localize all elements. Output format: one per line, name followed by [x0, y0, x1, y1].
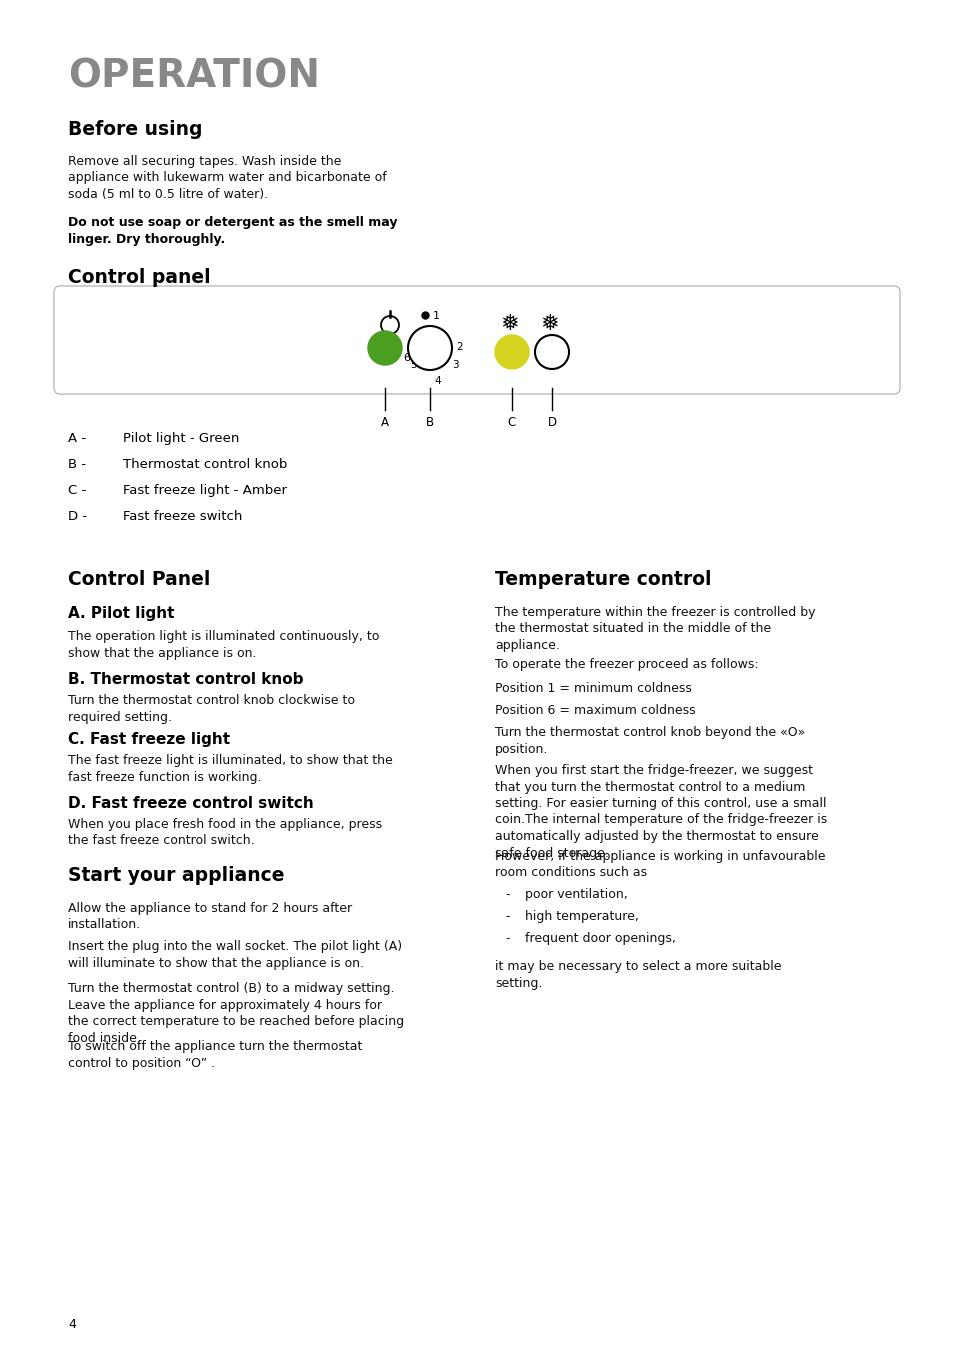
Text: frequent door openings,: frequent door openings,: [524, 932, 675, 944]
Text: 2: 2: [456, 342, 462, 353]
Text: poor ventilation,: poor ventilation,: [524, 888, 627, 901]
Text: -: -: [504, 932, 509, 944]
Text: Remove all securing tapes. Wash inside the
appliance with lukewarm water and bic: Remove all securing tapes. Wash inside t…: [68, 155, 386, 201]
Text: Allow the appliance to stand for 2 hours after
installation.: Allow the appliance to stand for 2 hours…: [68, 902, 352, 931]
Text: Fast freeze switch: Fast freeze switch: [123, 509, 242, 523]
Text: Control Panel: Control Panel: [68, 570, 211, 589]
Text: The fast freeze light is illuminated, to show that the
fast freeze function is w: The fast freeze light is illuminated, to…: [68, 754, 393, 784]
Text: D. Fast freeze control switch: D. Fast freeze control switch: [68, 796, 314, 811]
Text: ❅: ❅: [540, 313, 558, 334]
Text: Turn the thermostat control knob beyond the «O»
position.: Turn the thermostat control knob beyond …: [495, 725, 804, 755]
Text: B -: B -: [68, 458, 86, 471]
Text: Pilot light - Green: Pilot light - Green: [123, 432, 239, 444]
Text: Position 1 = minimum coldness: Position 1 = minimum coldness: [495, 682, 691, 694]
Text: 6: 6: [402, 353, 410, 363]
Text: ❅: ❅: [500, 313, 518, 334]
Text: However, if the appliance is working in unfavourable
room conditions such as: However, if the appliance is working in …: [495, 850, 824, 880]
Text: Temperature control: Temperature control: [495, 570, 711, 589]
Text: A -: A -: [68, 432, 86, 444]
Text: To operate the freezer proceed as follows:: To operate the freezer proceed as follow…: [495, 658, 758, 671]
Text: B. Thermostat control knob: B. Thermostat control knob: [68, 671, 303, 688]
Text: Before using: Before using: [68, 120, 202, 139]
Circle shape: [495, 335, 529, 369]
Text: C: C: [507, 416, 516, 430]
Text: Position 6 = maximum coldness: Position 6 = maximum coldness: [495, 704, 695, 717]
Text: OPERATION: OPERATION: [68, 58, 319, 96]
Text: 4: 4: [68, 1319, 76, 1331]
Text: A: A: [380, 416, 389, 430]
Text: D -: D -: [68, 509, 87, 523]
Text: Turn the thermostat control knob clockwise to
required setting.: Turn the thermostat control knob clockwi…: [68, 694, 355, 724]
Text: 4: 4: [434, 376, 440, 386]
Circle shape: [535, 335, 568, 369]
Text: C. Fast freeze light: C. Fast freeze light: [68, 732, 230, 747]
Text: Turn the thermostat control (B) to a midway setting.
Leave the appliance for app: Turn the thermostat control (B) to a mid…: [68, 982, 404, 1044]
Text: When you place fresh food in the appliance, press
the fast freeze control switch: When you place fresh food in the applian…: [68, 817, 382, 847]
Text: 5: 5: [410, 359, 416, 370]
Text: When you first start the fridge-freezer, we suggest
that you turn the thermostat: When you first start the fridge-freezer,…: [495, 765, 826, 859]
Text: D: D: [547, 416, 556, 430]
Text: Insert the plug into the wall socket. The pilot light (A)
will illuminate to sho: Insert the plug into the wall socket. Th…: [68, 940, 402, 970]
Text: Do not use soap or detergent as the smell may
linger. Dry thoroughly.: Do not use soap or detergent as the smel…: [68, 216, 397, 246]
Text: 3: 3: [452, 359, 458, 370]
FancyBboxPatch shape: [54, 286, 899, 394]
Text: The temperature within the freezer is controlled by
the thermostat situated in t: The temperature within the freezer is co…: [495, 607, 815, 653]
Text: 1: 1: [433, 311, 439, 322]
Text: high temperature,: high temperature,: [524, 911, 639, 923]
Circle shape: [368, 331, 401, 365]
Text: B: B: [425, 416, 434, 430]
Text: it may be necessary to select a more suitable
setting.: it may be necessary to select a more sui…: [495, 961, 781, 989]
Text: Fast freeze light - Amber: Fast freeze light - Amber: [123, 484, 287, 497]
Text: Control panel: Control panel: [68, 267, 211, 286]
Text: C -: C -: [68, 484, 86, 497]
Text: The operation light is illuminated continuously, to
show that the appliance is o: The operation light is illuminated conti…: [68, 630, 379, 659]
Text: A. Pilot light: A. Pilot light: [68, 607, 174, 621]
Text: Thermostat control knob: Thermostat control knob: [123, 458, 287, 471]
Text: To switch off the appliance turn the thermostat
control to position “O” .: To switch off the appliance turn the the…: [68, 1040, 362, 1070]
Text: Start your appliance: Start your appliance: [68, 866, 284, 885]
Circle shape: [408, 326, 452, 370]
Text: -: -: [504, 911, 509, 923]
Text: -: -: [504, 888, 509, 901]
